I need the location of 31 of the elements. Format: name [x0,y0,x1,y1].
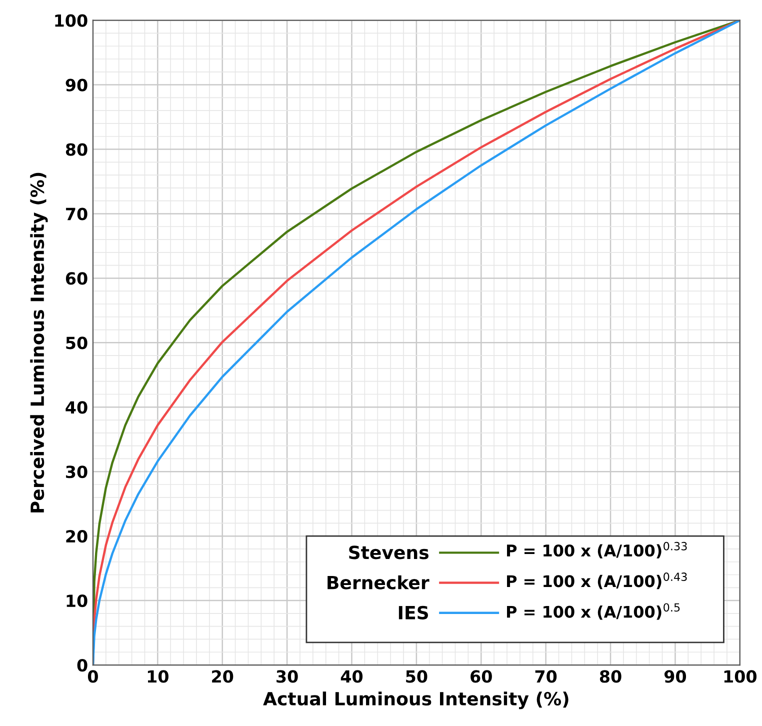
y-tick-label: 90 [66,78,88,92]
y-tick-label: 0 [77,658,88,672]
y-tick-label: 80 [66,143,88,156]
x-tick-label: 70 [535,670,557,683]
y-tick-label: 100 [55,14,88,27]
y-tick-label: 60 [66,272,88,285]
x-tick-label: 30 [276,670,298,683]
x-tick-label: 0 [88,670,98,683]
y-tick-label: 40 [66,401,88,414]
legend-label: Bernecker [328,575,430,590]
y-axis-title: Perceived Luminous Intensity (%) [30,172,48,512]
legend-label: Stevens [349,546,428,560]
y-tick-label: 30 [66,466,88,478]
y-tick-label: 70 [66,208,88,220]
y-tick-label: 20 [66,530,88,543]
x-tick-label: 80 [600,670,622,683]
annotation: P = 100 x (A/100)$^{0.5}$ [507,603,680,620]
annotation: P = 100 x (A/100)$^{0.43}$ [507,572,687,590]
y-tick-label: 50 [66,336,88,350]
x-tick-label: 10 [148,670,168,683]
annotation: P = 100 x (A/100)$^{0.33}$ [507,542,687,558]
x-axis-title: Actual Luminous Intensity (%) [263,692,568,710]
x-tick-label: 20 [212,670,234,683]
x-tick-label: 50 [406,670,428,683]
x-tick-label: 40 [340,670,363,683]
line-series [92,20,740,666]
x-tick-label: 90 [664,670,686,683]
legend-label: IES [398,606,428,620]
y-tick-label: 10 [66,594,88,608]
x-tick-label: 100 [724,670,756,683]
x-tick-label: 60 [470,670,492,683]
